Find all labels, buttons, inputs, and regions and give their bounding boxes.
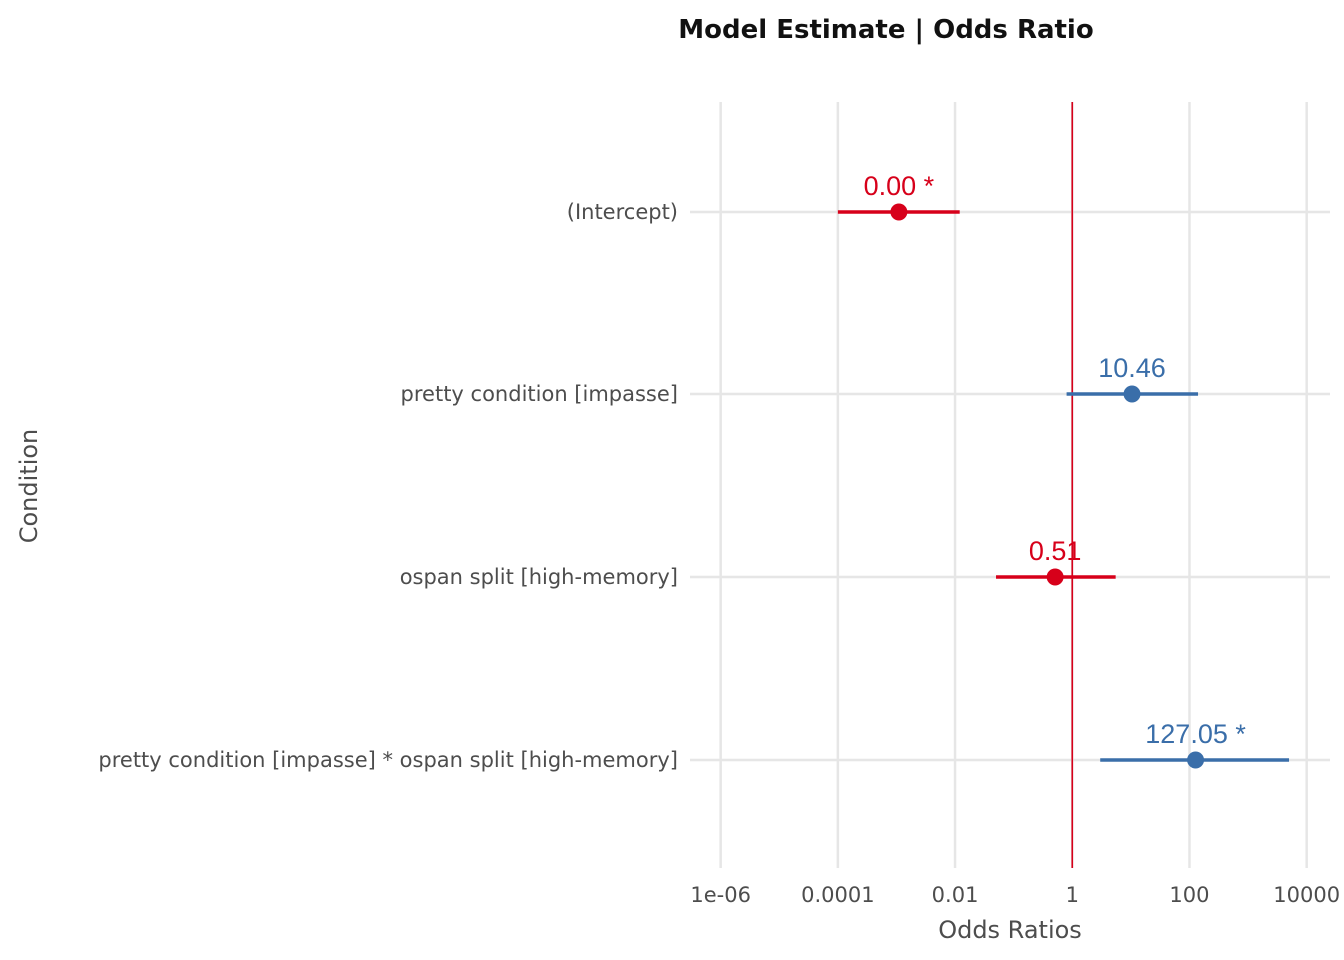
estimate-point <box>1187 751 1205 769</box>
grid <box>690 102 1330 868</box>
chart-title: Model Estimate | Odds Ratio <box>678 15 1093 45</box>
x-axis-title: Odds Ratios <box>938 916 1082 944</box>
value-label: 10.46 <box>1098 353 1166 383</box>
term-label: pretty condition [impasse] <box>401 382 678 406</box>
x-tick-labels: 1e-06 0.0001 0.01 1 100 10000 <box>690 883 1340 907</box>
x-tick-label: 10000 <box>1273 883 1340 907</box>
estimate-point <box>890 203 908 221</box>
y-axis-title: Condition <box>15 429 43 544</box>
data-marks: 0.00 * 10.46 0.51 127.05 * <box>837 171 1290 769</box>
term-label: pretty condition [impasse] * ospan split… <box>98 748 678 772</box>
x-tick-label: 100 <box>1169 883 1209 907</box>
x-tick-label: 1e-06 <box>690 883 751 907</box>
term-label: (Intercept) <box>567 200 678 224</box>
x-tick-label: 0.01 <box>932 883 979 907</box>
term-label: ospan split [high-memory] <box>400 565 678 589</box>
estimate-point <box>1123 385 1141 403</box>
x-tick-label: 0.0001 <box>801 883 874 907</box>
x-tick-label: 1 <box>1066 883 1079 907</box>
value-label: 0.51 <box>1029 536 1082 566</box>
value-label: 127.05 * <box>1145 719 1246 749</box>
value-label: 0.00 * <box>864 171 935 201</box>
term-labels: (Intercept) pretty condition [impasse] osp… <box>98 200 678 772</box>
estimate-point <box>1046 568 1064 586</box>
